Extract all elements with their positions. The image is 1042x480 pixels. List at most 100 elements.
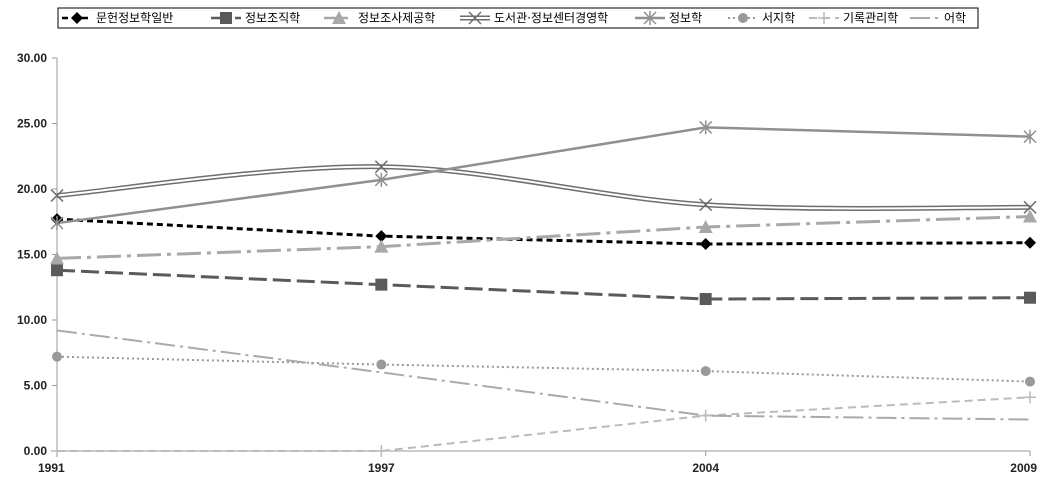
legend: 문헌정보학일반 정보조직학 정보조사제공학 도서관·정보센터경영학 정보학 서지학 기록관리…	[62, 11, 966, 25]
legend-marker	[220, 12, 232, 24]
data-point-marker-shape	[699, 120, 713, 135]
data-point-marker	[376, 359, 387, 370]
legend-marker	[738, 13, 748, 23]
legend-item: 정보조사제공학	[324, 11, 435, 25]
series-line-inner	[56, 165, 1031, 210]
legend-marker	[468, 11, 482, 25]
data-point-marker-shape	[51, 264, 63, 277]
data-point-marker-shape	[699, 238, 712, 251]
data-point-marker	[1023, 200, 1037, 214]
legend-marker	[332, 11, 346, 24]
data-point-marker	[375, 445, 388, 457]
data-point-marker	[1023, 129, 1037, 144]
data-point-marker	[1023, 209, 1037, 223]
data-point-marker-shape	[1023, 209, 1037, 223]
data-point-marker-shape	[699, 198, 713, 212]
legend-box	[57, 7, 979, 29]
data-point-marker-shape	[699, 293, 712, 306]
data-point-marker	[1024, 391, 1036, 404]
data-point-marker	[52, 351, 62, 362]
legend-label: 정보조직학	[245, 11, 300, 25]
series-line	[56, 329, 1031, 421]
data-point-marker	[699, 293, 712, 306]
data-point-marker-shape	[1023, 129, 1037, 144]
legend-marker-shape	[468, 11, 482, 25]
legend-marker-shape	[738, 13, 748, 23]
legend-marker-shape	[71, 12, 83, 24]
y-tick-label: 5.00	[24, 379, 48, 393]
series-line	[56, 164, 1031, 211]
x-tick-label: 2004	[692, 461, 719, 475]
legend-item: 정보조직학	[211, 11, 300, 25]
data-point-marker-shape	[52, 351, 62, 362]
legend-label: 기록관리학	[843, 11, 898, 25]
data-point-marker	[50, 216, 64, 231]
legend-item: 문헌정보학일반	[62, 11, 173, 25]
data-point-marker	[1024, 236, 1036, 249]
data-point-marker	[51, 445, 63, 457]
data-point-marker-shape	[700, 366, 711, 377]
y-tick-label: 25.00	[17, 117, 47, 131]
data-point-marker-shape	[1024, 236, 1036, 249]
data-point-marker	[699, 120, 713, 135]
data-point-marker-shape	[374, 172, 388, 187]
x-tick-label: 2009	[1010, 461, 1037, 475]
data-point-marker-shape	[699, 409, 712, 422]
data-point-marker-shape	[375, 278, 388, 291]
legend-label: 문헌정보학일반	[96, 11, 173, 25]
y-tick-label: 0.00	[24, 444, 48, 458]
legend-marker-shape	[220, 12, 232, 24]
y-tick-label: 30.00	[17, 51, 47, 65]
data-point-marker	[1024, 291, 1036, 304]
legend-marker	[643, 11, 657, 25]
legend-item: 서지학	[728, 11, 795, 25]
legend-marker-shape	[643, 11, 657, 25]
series-line	[56, 215, 1031, 260]
series-markers	[50, 120, 1037, 457]
series-line	[56, 268, 1031, 301]
data-point-marker-shape	[51, 445, 63, 457]
legend-marker-shape	[818, 12, 830, 24]
data-point-marker-shape	[50, 251, 64, 265]
data-point-marker	[698, 219, 713, 233]
legend-label: 도서관·정보센터경영학	[494, 11, 608, 25]
data-point-marker-shape	[375, 230, 388, 243]
legend-marker-shape	[332, 11, 346, 24]
x-tick-label: 1997	[368, 461, 395, 475]
legend-marker	[818, 12, 830, 24]
series-lines	[56, 126, 1031, 452]
legend-item: 어학	[910, 11, 966, 25]
legend-item: 기록관리학	[809, 11, 898, 25]
data-point-marker	[375, 278, 388, 291]
legend-label: 정보학	[669, 11, 702, 25]
data-point-marker	[375, 230, 388, 243]
data-point-marker-shape	[1024, 391, 1036, 404]
y-tick-label: 20.00	[17, 182, 47, 196]
legend-marker	[71, 12, 83, 24]
data-point-marker	[50, 251, 64, 265]
data-point-marker-shape	[1023, 200, 1037, 214]
data-point-marker	[374, 160, 388, 174]
series-line	[57, 396, 1031, 452]
y-tick-label: 15.00	[17, 248, 47, 262]
legend-item: 정보학	[635, 11, 702, 25]
axes: 0.00 5.00 10.00 15.00 20.00 25.00 30.00 1991 199…	[17, 51, 1037, 475]
legend-label: 어학	[944, 11, 966, 25]
data-point-marker-shape	[374, 160, 388, 174]
data-point-marker	[50, 189, 64, 203]
data-point-marker	[699, 409, 712, 422]
data-point-marker-shape	[50, 189, 64, 203]
data-point-marker	[699, 198, 713, 212]
x-tick-label: 1991	[38, 461, 65, 475]
data-point-marker	[1025, 376, 1035, 387]
legend-label: 서지학	[762, 11, 795, 25]
data-point-marker-shape	[374, 239, 389, 253]
data-point-marker-shape	[376, 359, 387, 370]
data-point-marker	[374, 172, 388, 187]
data-point-marker	[699, 238, 712, 251]
legend-label: 정보조사제공학	[358, 11, 435, 25]
series-line	[56, 217, 1031, 246]
data-point-marker-shape	[1025, 376, 1035, 387]
